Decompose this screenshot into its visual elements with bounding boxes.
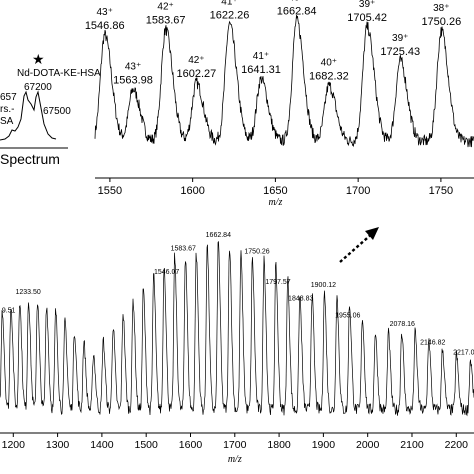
full-spectrum-panel: 1200 1300 1400 1500 1600 1700 1800 1900 2000 2100… (0, 232, 474, 465)
full-tick-label: 1300 (46, 439, 70, 451)
full-tick-label: 1900 (312, 439, 336, 451)
inset-mz-label: 1546.86 (85, 20, 125, 32)
full-peak-label: 1797.57 (265, 279, 290, 286)
full-peak-label: 1583.67 (171, 245, 196, 252)
full-tick-label: 2000 (356, 439, 380, 451)
inset-charge-label: 43⁺ (96, 7, 112, 18)
inset-mz-label: 1602.27 (177, 68, 217, 80)
full-tick-label: 1400 (90, 439, 114, 451)
deconvoluted-trace (0, 90, 57, 141)
full-tick-label: 1600 (179, 439, 203, 451)
inset-charge-label: 42⁺ (157, 2, 173, 13)
full-tick-label: 1500 (135, 439, 159, 451)
full-peak-label: 1900.12 (311, 282, 336, 289)
inset-spectrum-trace (94, 15, 474, 148)
deconv-label-67200: 67200 (24, 82, 52, 93)
inset-charge-label: 43⁺ (125, 61, 141, 72)
full-peak-label: 2217.0 (453, 349, 474, 356)
deconv-label-sa: SA (0, 116, 14, 127)
deconv-label-rs: rs.- (0, 104, 14, 115)
inset-charge-label: 39⁺ (392, 33, 408, 44)
full-peak-label: 1955.06 (335, 312, 360, 319)
inset-tick-label: 1650 (263, 185, 287, 197)
deconv-caption: Spectrum (0, 151, 60, 167)
inset-mz-label: 1563.98 (113, 74, 153, 86)
full-tick-label: 1700 (223, 439, 247, 451)
inset-mz-label: 1705.42 (347, 12, 387, 24)
full-peak-label: 1848.83 (288, 296, 313, 303)
full-peak-label: 1233.50 (15, 289, 40, 296)
full-peak-label: 9.51 (2, 307, 16, 314)
inset-charge-label: 40⁺ (288, 0, 304, 4)
full-tick-label: 2200 (445, 439, 469, 451)
full-peak-label: 1546.07 (154, 269, 179, 276)
inset-charge-label: 41⁺ (221, 0, 237, 7)
inset-mz-label: 1622.26 (210, 9, 250, 21)
deconvoluted-spectrum-panel: 657 rs.- SA Nd-DOTA-KE-HSA 67200 67500 ★… (0, 51, 101, 167)
full-peak-label: 2146.82 (420, 339, 445, 346)
inset-charge-label: 38⁺ (433, 3, 449, 14)
inset-charge-label: 40⁺ (321, 58, 337, 69)
deconv-label-657: 657 (0, 92, 17, 103)
full-tick-label: 1200 (2, 439, 26, 451)
full-peak-labels: 9.51 1233.50 1583.67 1546.07 1662.84 1750.26 1… (2, 232, 474, 357)
full-tick-label: 1800 (267, 439, 291, 451)
deconv-label-67500: 67500 (43, 106, 71, 117)
inset-mz-label: 1662.84 (277, 6, 317, 18)
inset-x-axis-label: m/z (268, 197, 282, 208)
inset-mz-label: 1583.67 (146, 15, 186, 27)
full-spectrum-trace (0, 241, 474, 417)
inset-mz-label: 1750.26 (421, 16, 461, 28)
full-peak-label: 1750.26 (244, 249, 269, 256)
full-peak-label: 2078.16 (390, 321, 415, 328)
inset-mz-label: 1682.32 (309, 71, 349, 83)
inset-tick-label: 1600 (180, 185, 204, 197)
full-tick-label: 2100 (400, 439, 424, 451)
inset-charge-label: 42⁺ (188, 55, 204, 66)
deconv-label-nd-dota: Nd-DOTA-KE-HSA (17, 68, 101, 79)
star-icon: ★ (32, 51, 45, 67)
inset-mz-label: 1641.31 (241, 64, 281, 76)
full-x-axis-label: m/z (228, 454, 242, 465)
inset-x-ticks: 1550 1600 1650 1700 1750 (98, 178, 453, 197)
inset-zoom-panel: 1550 1600 1650 1700 1750 43⁺ 1546.86 43⁺ 1563.9… (85, 0, 474, 208)
inset-tick-label: 1750 (429, 185, 453, 197)
inset-peak-labels: 43⁺ 1546.86 43⁺ 1563.98 42⁺ 1583.67 42⁺ 1602.27… (85, 0, 461, 86)
arrow-head-icon (365, 227, 379, 240)
inset-mz-label: 1725.43 (380, 46, 420, 58)
inset-charge-label: 39⁺ (359, 0, 375, 10)
inset-charge-label: 41⁺ (253, 51, 269, 62)
inset-tick-label: 1550 (98, 185, 122, 197)
full-x-ticks: 1200 1300 1400 1500 1600 1700 1800 1900 2000 2100… (2, 433, 469, 451)
full-peak-label: 1662.84 (206, 232, 231, 239)
zoom-arrow (339, 227, 379, 263)
inset-tick-label: 1700 (346, 185, 370, 197)
